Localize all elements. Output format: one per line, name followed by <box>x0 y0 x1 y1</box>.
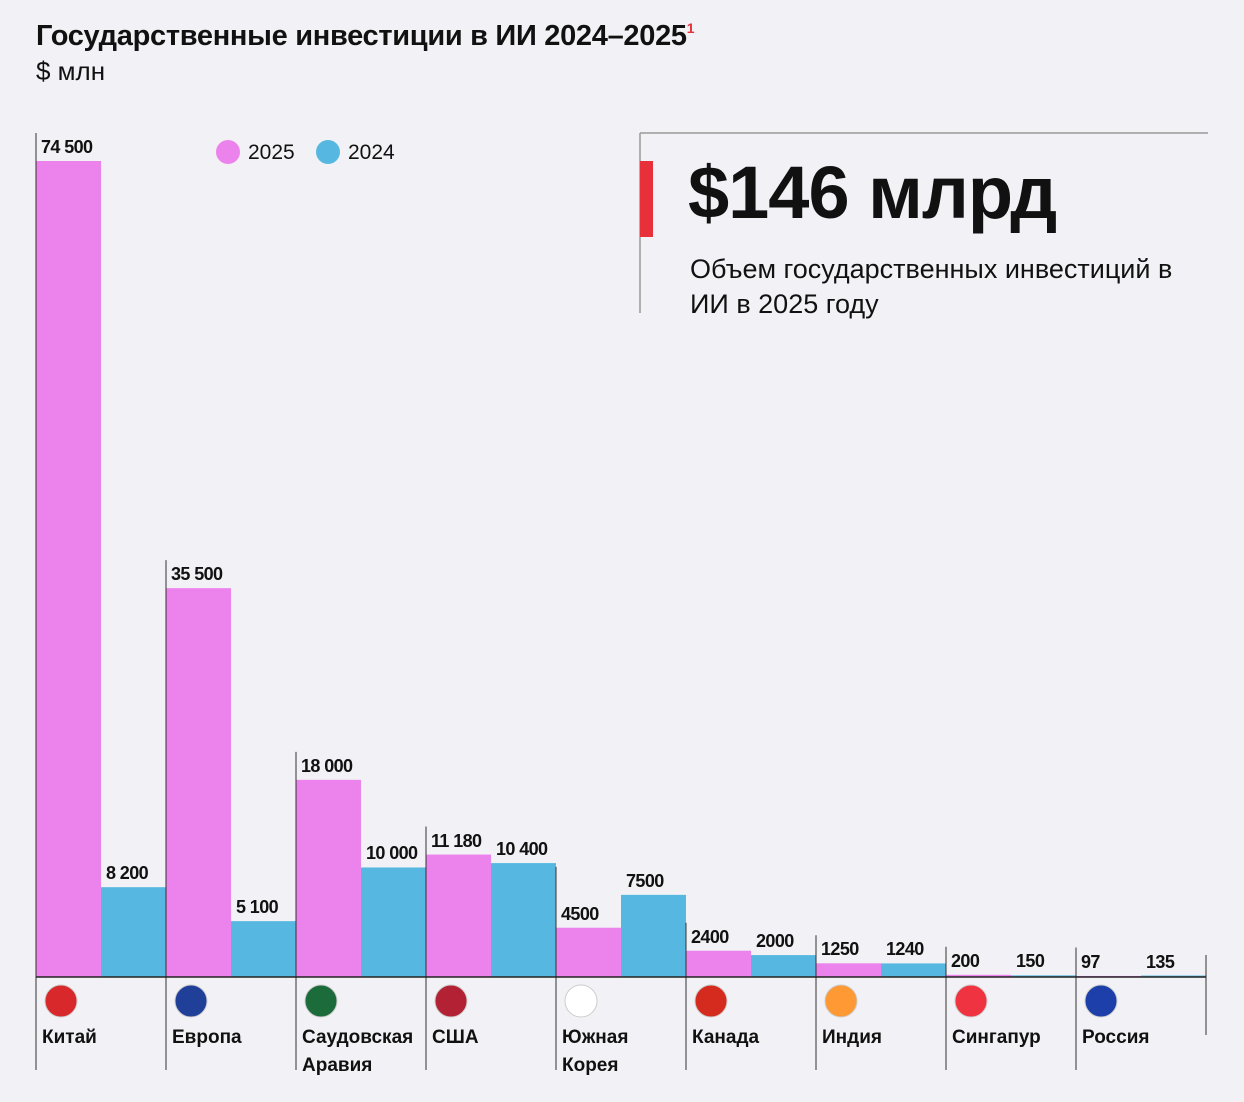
flag-icon <box>1084 984 1118 1018</box>
flag-icon <box>174 984 208 1018</box>
flag-icon <box>44 984 78 1018</box>
footnote-mark: 1 <box>686 20 695 36</box>
value-label: 200 <box>951 950 980 971</box>
bar <box>166 588 231 977</box>
bar <box>361 867 426 977</box>
value-label: 74 500 <box>41 137 93 157</box>
value-label: 7500 <box>626 870 664 891</box>
value-label: 135 <box>1146 951 1175 972</box>
x-tick-label: Индия <box>822 1027 882 1048</box>
x-tick-label: Канада <box>692 1027 760 1048</box>
subtitle: $ млн <box>36 56 106 86</box>
bar <box>296 779 361 977</box>
value-label: 2000 <box>756 931 794 952</box>
bar <box>101 887 166 977</box>
value-label: 5 100 <box>236 897 279 918</box>
value-label: 97 <box>1081 951 1100 972</box>
legend-label: 2024 <box>348 141 395 164</box>
flag-icon <box>954 984 988 1018</box>
callout-value: $146 млрд <box>688 151 1057 234</box>
flag-icon <box>564 984 598 1018</box>
value-label: 11 180 <box>431 830 482 851</box>
bar <box>816 963 881 977</box>
value-label: 10 400 <box>496 839 548 860</box>
value-label: 10 000 <box>366 843 418 864</box>
value-label: 18 000 <box>301 755 353 776</box>
bar <box>231 921 296 977</box>
bar <box>556 927 621 977</box>
flag-icon <box>304 984 338 1018</box>
x-tick-label: Европа <box>172 1027 242 1048</box>
bar <box>686 950 751 977</box>
x-tick-label: Россия <box>1082 1027 1150 1048</box>
x-tick-label: США <box>432 1027 479 1048</box>
flag-icon <box>694 984 728 1018</box>
bar <box>751 955 816 977</box>
callout-accent <box>640 161 653 237</box>
legend-label: 2025 <box>248 141 295 164</box>
value-label: 2400 <box>691 926 729 947</box>
bar <box>426 854 491 977</box>
callout-text: Объем государственных инвестиций в ИИ в … <box>690 254 1173 319</box>
title-text: Государственные инвестиции в ИИ 2024–202… <box>36 20 687 52</box>
legend-marker <box>216 140 240 164</box>
x-tick-label: Южная Корея <box>562 1027 629 1076</box>
bar <box>36 161 101 977</box>
value-label: 35 500 <box>171 564 223 585</box>
flag-icon <box>824 984 858 1018</box>
value-label: 4500 <box>561 903 599 924</box>
bar <box>881 963 946 977</box>
value-label: 8 200 <box>106 863 149 884</box>
bar <box>491 863 556 977</box>
value-label: 1250 <box>821 939 859 960</box>
bar <box>946 974 1011 977</box>
flag-icon <box>434 984 468 1018</box>
value-label: 1240 <box>886 939 924 960</box>
value-label: 150 <box>1016 951 1045 972</box>
bar <box>621 894 686 977</box>
legend-marker <box>316 140 340 164</box>
x-tick-label: Сингапур <box>952 1027 1041 1048</box>
bar <box>1011 975 1076 977</box>
chart-title: Государственные инвестиции в ИИ 2024–202… <box>36 20 695 53</box>
x-tick-label: Саудовская Аравия <box>302 1027 414 1076</box>
x-tick-label: Китай <box>42 1027 97 1048</box>
